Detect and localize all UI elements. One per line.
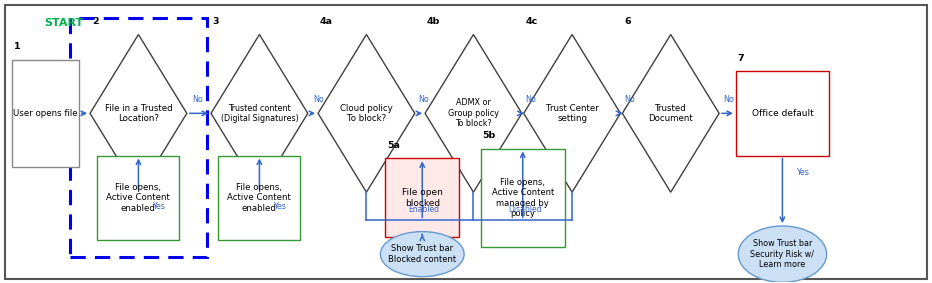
Text: Office default: Office default (751, 109, 814, 118)
Text: Yes: Yes (153, 202, 165, 211)
FancyBboxPatch shape (12, 60, 79, 167)
FancyBboxPatch shape (218, 156, 300, 240)
Text: Show Trust bar
Security Risk w/
Learn more: Show Trust bar Security Risk w/ Learn mo… (750, 239, 815, 269)
Text: File opens,
Active Content
managed by
policy: File opens, Active Content managed by po… (492, 178, 554, 218)
Text: Enabled: Enabled (408, 205, 440, 214)
Text: 5a: 5a (387, 141, 400, 150)
Ellipse shape (380, 231, 464, 277)
Polygon shape (211, 35, 308, 192)
Text: File in a Trusted
Location?: File in a Trusted Location? (104, 104, 172, 123)
Text: Trusted content
(Digital Signatures): Trusted content (Digital Signatures) (221, 104, 298, 123)
Text: No: No (193, 95, 203, 104)
Text: ADMX or
Group policy
To block?: ADMX or Group policy To block? (448, 98, 499, 128)
Text: File opens,
Active Content
enabled: File opens, Active Content enabled (227, 183, 292, 213)
Polygon shape (623, 35, 720, 192)
Text: No: No (418, 95, 430, 104)
Text: 6: 6 (624, 17, 631, 26)
Text: Trust Center
setting: Trust Center setting (546, 104, 598, 123)
Text: 3: 3 (212, 17, 219, 26)
Polygon shape (90, 35, 186, 192)
Text: START: START (45, 18, 84, 28)
FancyBboxPatch shape (481, 149, 565, 247)
Text: No: No (313, 95, 324, 104)
Text: 7: 7 (738, 54, 745, 63)
Text: User opens file: User opens file (13, 109, 77, 118)
Text: No: No (526, 95, 537, 104)
Text: 4c: 4c (526, 17, 538, 26)
Text: No: No (624, 95, 636, 104)
Text: Yes: Yes (797, 168, 809, 177)
Text: Disabled: Disabled (508, 205, 541, 214)
FancyBboxPatch shape (385, 158, 459, 237)
Polygon shape (425, 35, 522, 192)
FancyBboxPatch shape (98, 156, 179, 240)
Text: 5b: 5b (483, 131, 496, 140)
Text: No: No (723, 95, 733, 104)
Text: File open
blocked: File open blocked (402, 188, 443, 207)
Polygon shape (318, 35, 415, 192)
FancyBboxPatch shape (736, 71, 829, 156)
Text: Show Trust bar
Blocked content: Show Trust bar Blocked content (389, 245, 457, 264)
Text: Trusted
Document: Trusted Document (649, 104, 693, 123)
Text: Yes: Yes (273, 202, 286, 211)
Text: 2: 2 (92, 17, 99, 26)
Text: 4b: 4b (427, 17, 440, 26)
Polygon shape (524, 35, 621, 192)
Ellipse shape (738, 226, 827, 282)
Text: 4a: 4a (320, 17, 333, 26)
Text: 1: 1 (14, 42, 21, 52)
Text: Cloud policy
To block?: Cloud policy To block? (340, 104, 392, 123)
Text: File opens,
Active Content
enabled: File opens, Active Content enabled (106, 183, 171, 213)
